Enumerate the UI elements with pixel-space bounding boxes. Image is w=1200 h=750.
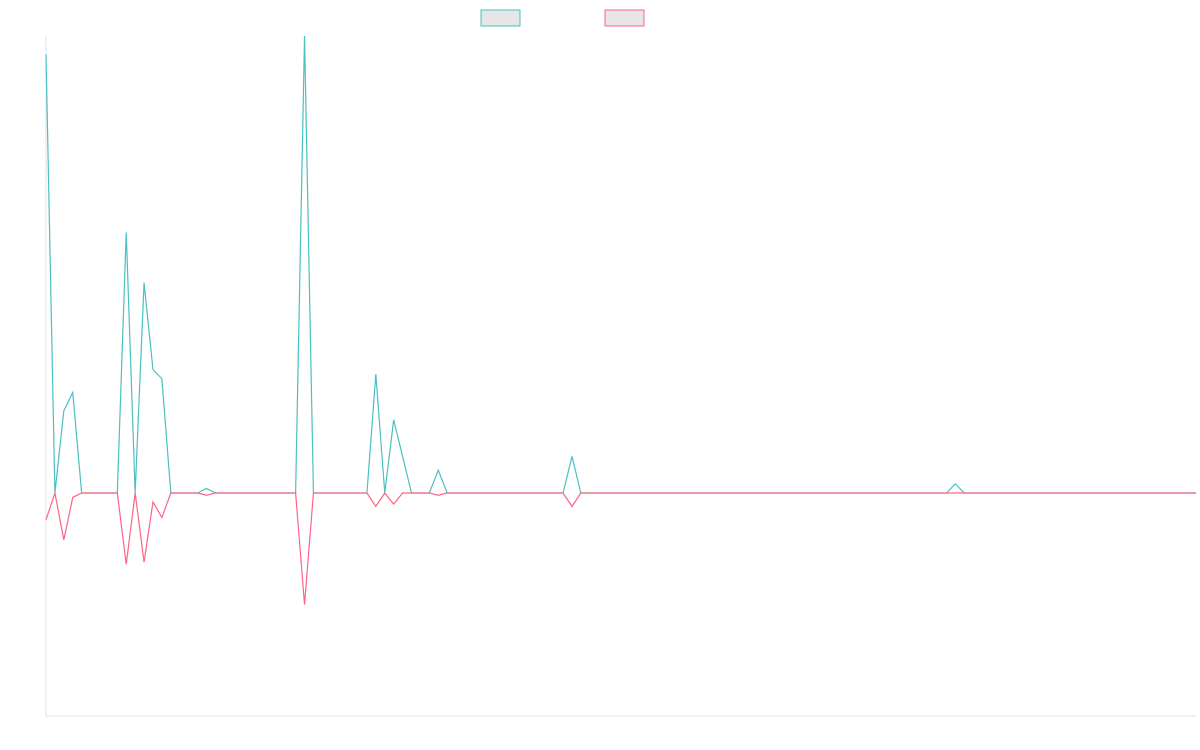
series-line-negative	[45, 490, 1196, 605]
series-line-positive	[45, 35, 1196, 494]
axes	[45, 36, 1196, 717]
series-layer	[45, 35, 1196, 605]
legend-swatch-negative[interactable]	[604, 9, 645, 27]
legend-swatch-positive[interactable]	[480, 9, 521, 27]
legend	[480, 9, 645, 27]
